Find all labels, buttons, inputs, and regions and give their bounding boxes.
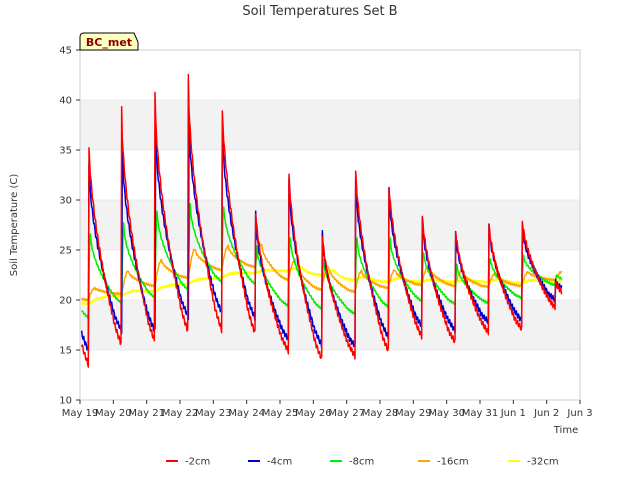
- legend: -2cm -4cm -8cm -16cm -32cm: [166, 457, 559, 468]
- x-tick-label: May 28: [362, 408, 399, 419]
- x-tick-label: Jun 2: [533, 408, 559, 419]
- legend-label: -4cm: [267, 457, 292, 468]
- y-tick-label: 10: [59, 396, 72, 407]
- y-axis-label: Soil Temperature (C): [9, 174, 20, 277]
- grid-band: [80, 300, 580, 350]
- x-tick-label: May 20: [95, 408, 132, 419]
- badge-label: BC_met: [86, 36, 132, 49]
- legend-label: -8cm: [349, 457, 374, 468]
- series-lines: [80, 73, 563, 368]
- y-tick-label: 20: [59, 296, 72, 307]
- station-badge: BC_met: [79, 32, 139, 51]
- x-tick-label: May 25: [262, 408, 299, 419]
- chart-title: Soil Temperatures Set B: [242, 4, 397, 19]
- y-tick-label: 45: [59, 46, 72, 57]
- x-tick-label: May 22: [162, 408, 199, 419]
- y-tick-label: 40: [59, 96, 72, 107]
- x-axis-label: Time: [553, 425, 578, 436]
- x-tick-label: May 27: [328, 408, 365, 419]
- x-tick-label: May 30: [428, 408, 465, 419]
- x-tick-label: May 29: [395, 408, 432, 419]
- plot-frame: [79, 49, 581, 401]
- y-tick-label: 35: [59, 146, 72, 157]
- legend-label: -16cm: [437, 457, 469, 468]
- legend-label: -2cm: [185, 457, 210, 468]
- x-tick-label: May 23: [195, 408, 232, 419]
- x-tick-label: Jun 3: [566, 408, 592, 419]
- legend-label: -32cm: [527, 457, 559, 468]
- x-tick-label: May 24: [228, 408, 265, 419]
- x-tick-label: May 21: [128, 408, 165, 419]
- x-tick-label: May 31: [462, 408, 499, 419]
- plot-background: [80, 49, 580, 401]
- x-tick-label: May 19: [62, 408, 99, 419]
- x-tick-label: May 26: [295, 408, 332, 419]
- series-line-minus-2cm: [80, 73, 563, 368]
- grid-band: [80, 100, 580, 150]
- y-tick-label: 25: [59, 246, 72, 257]
- y-tick-label: 30: [59, 196, 72, 207]
- badge-shape: [79, 32, 139, 51]
- y-axis: 10 15 20 25 30 35 40 45: [59, 46, 80, 407]
- x-tick-label: Jun 1: [500, 408, 526, 419]
- y-tick-label: 15: [59, 346, 72, 357]
